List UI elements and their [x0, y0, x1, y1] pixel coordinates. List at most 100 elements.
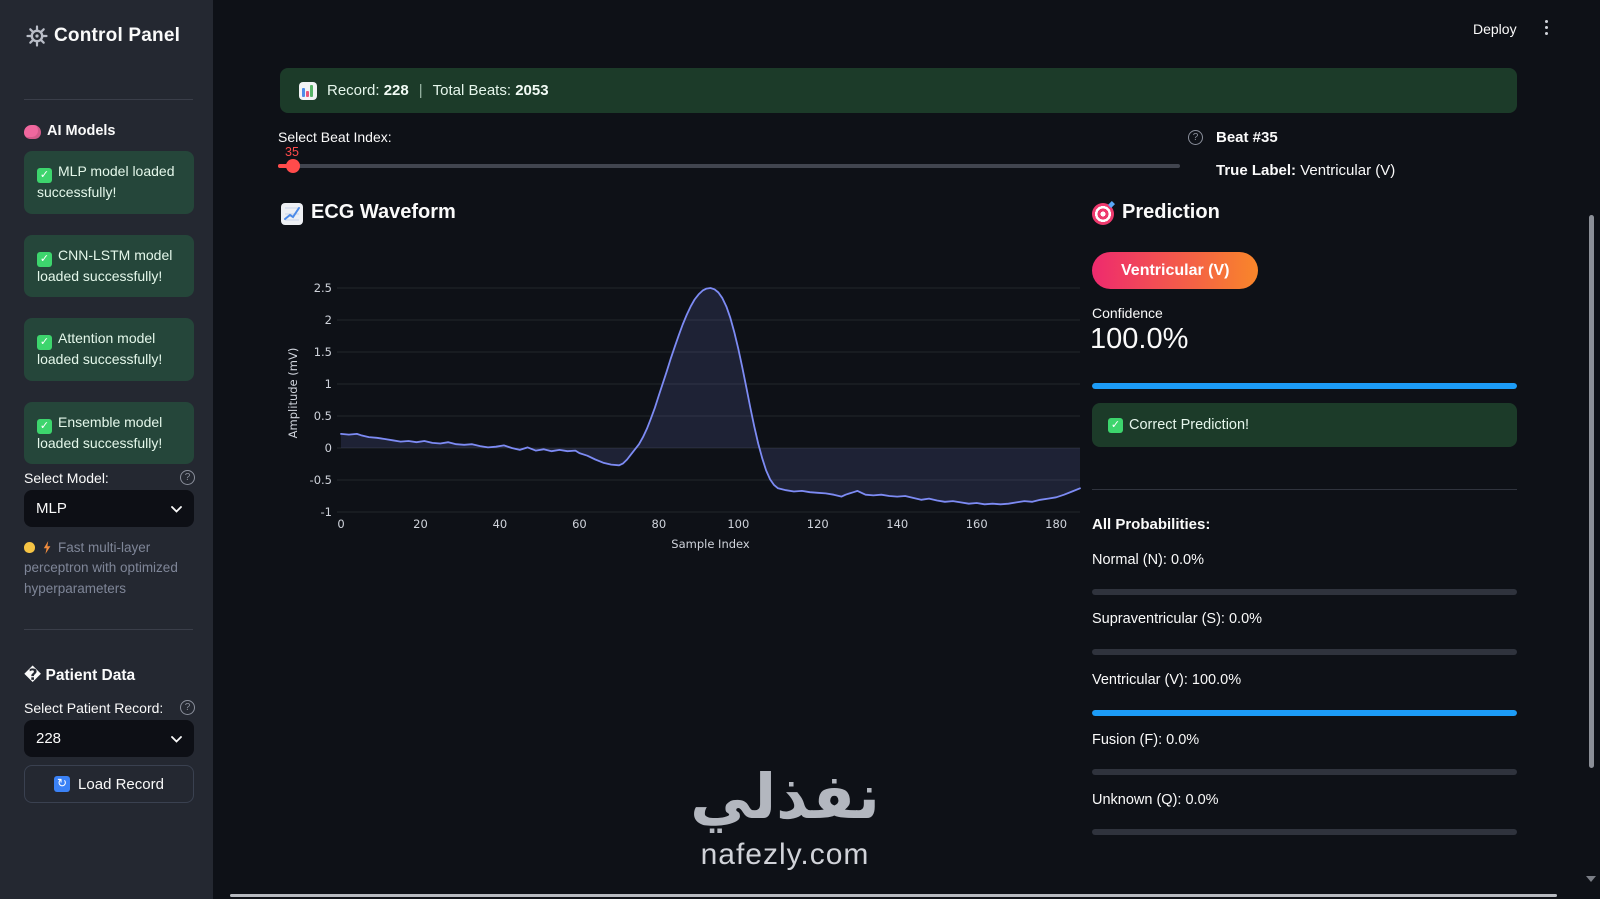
sidebar-divider — [24, 629, 193, 630]
model-caption-text: Fast multi-layer perceptron with optimiz… — [24, 540, 178, 596]
check-icon: ✓ — [37, 251, 52, 267]
brain-icon — [24, 125, 41, 139]
confidence-value: 100.0% — [1090, 323, 1189, 355]
deploy-button[interactable]: Deploy — [1473, 21, 1517, 37]
sidebar-title: Control Panel — [54, 25, 181, 46]
target-icon — [1092, 201, 1115, 225]
select-model-label: Select Model: — [24, 470, 109, 486]
svg-text:20: 20 — [413, 517, 428, 531]
svg-text:0: 0 — [325, 441, 332, 455]
ecg-section-title: ECG Waveform — [311, 201, 456, 223]
load-record-button[interactable]: ↻ Load Record — [24, 765, 194, 803]
true-label-value: Ventricular (V) — [1300, 162, 1396, 179]
model-status-text: Attention model loaded successfully! — [37, 330, 163, 368]
banner-separator: | — [418, 82, 423, 99]
sidebar-divider — [24, 99, 193, 100]
svg-text:40: 40 — [493, 517, 508, 531]
ecg-waveform-chart[interactable]: -1 -0.5 0 0.5 1 1.5 2 2.5 0 20 40 60 80 100 120 140 160 1… — [280, 258, 1085, 558]
svg-text:60: 60 — [572, 517, 587, 531]
svg-text:160: 160 — [966, 517, 988, 531]
horizontal-scrollbar[interactable] — [230, 894, 1557, 897]
svg-text:1: 1 — [325, 377, 332, 391]
svg-text:80: 80 — [652, 517, 667, 531]
chevron-down-icon — [171, 730, 182, 747]
bulb-icon — [24, 542, 35, 553]
kebab-menu-icon[interactable] — [1538, 20, 1554, 38]
beats-label: Total Beats: — [432, 82, 512, 99]
scroll-down-arrow[interactable] — [1586, 876, 1596, 882]
model-status-box: ✓ CNN-LSTM model loaded successfully! — [24, 234, 194, 298]
refresh-icon: ↻ — [54, 776, 71, 792]
check-icon: ✓ — [1108, 417, 1123, 433]
beat-index-slider[interactable] — [278, 164, 1180, 168]
beat-index-slider-thumb[interactable] — [286, 159, 300, 173]
svg-text:180: 180 — [1045, 517, 1067, 531]
bolt-icon — [43, 541, 51, 554]
check-icon: ✓ — [37, 168, 52, 183]
model-status-box: ✓ Attention model loaded successfully! — [24, 318, 194, 381]
svg-text:100: 100 — [727, 517, 749, 531]
model-caption: Fast multi-layer perceptron with optimiz… — [24, 538, 196, 599]
record-value: 228 — [383, 82, 409, 99]
svg-text:120: 120 — [807, 517, 829, 531]
model-status-list: ✓ MLP model loaded successfully! ✓ CNN-LSTM… — [24, 151, 194, 485]
prediction-divider — [1092, 489, 1517, 490]
chevron-down-icon — [171, 500, 182, 517]
svg-text:0.5: 0.5 — [314, 409, 332, 423]
record-select[interactable]: 228 — [24, 720, 194, 757]
svg-text:-1: -1 — [321, 505, 332, 519]
probability-bar — [1092, 769, 1517, 775]
probability-bar — [1092, 649, 1517, 655]
true-label-prefix: True Label: — [1216, 162, 1297, 179]
model-select-value: MLP — [36, 500, 67, 517]
help-icon[interactable]: ? — [1188, 130, 1203, 145]
model-status-box: ✓ Ensemble model loaded successfully! — [24, 401, 194, 465]
correct-prediction-text: Correct Prediction! — [1129, 417, 1250, 433]
beat-index-value: 35 — [285, 145, 299, 159]
probability-bar — [1092, 710, 1517, 716]
prediction-section-title: Prediction — [1122, 201, 1220, 223]
probability-bar — [1092, 589, 1517, 595]
help-icon[interactable]: ? — [180, 700, 195, 715]
select-record-label: Select Patient Record: — [24, 700, 164, 716]
load-record-label: Load Record — [78, 775, 164, 793]
check-icon: ✓ — [37, 335, 52, 351]
probability-label: Normal (N): 0.0% — [1092, 552, 1204, 568]
svg-text:2.5: 2.5 — [314, 281, 332, 295]
beat-index-label: Select Beat Index: — [278, 129, 392, 145]
svg-text:140: 140 — [886, 517, 908, 531]
all-probabilities-heading: All Probabilities: — [1092, 516, 1211, 533]
correct-prediction-box: ✓ Correct Prediction! — [1092, 403, 1517, 447]
bar-chart-icon — [299, 81, 317, 100]
gear-icon — [26, 25, 48, 47]
probability-label: Supraventricular (S): 0.0% — [1092, 611, 1263, 627]
probability-bar — [1092, 829, 1517, 835]
model-status-text: CNN-LSTM model loaded successfully! — [37, 246, 173, 284]
vertical-scrollbar[interactable] — [1589, 215, 1594, 768]
svg-text:0: 0 — [337, 517, 344, 531]
help-icon[interactable]: ? — [180, 470, 195, 485]
probability-label: Unknown (Q): 0.0% — [1092, 792, 1219, 808]
sidebar: Control Panel AI Models ✓ MLP model loade… — [0, 0, 213, 899]
model-select[interactable]: MLP — [24, 490, 194, 527]
prediction-badge: Ventricular (V) — [1092, 252, 1259, 289]
record-label: Record: — [327, 82, 380, 99]
confidence-label: Confidence — [1092, 305, 1163, 321]
watermark-domain: nafezly.com — [700, 838, 870, 871]
svg-text:Amplitude (mV): Amplitude (mV) — [286, 348, 300, 439]
svg-text:-0.5: -0.5 — [310, 473, 332, 487]
beat-title: Beat #35 — [1216, 129, 1278, 146]
true-label: True Label: Ventricular (V) — [1216, 162, 1395, 179]
record-select-value: 228 — [36, 730, 62, 747]
model-status-box: ✓ MLP model loaded successfully! — [24, 151, 194, 214]
watermark-arabic: نفذلي — [690, 763, 880, 832]
svg-text:Sample Index: Sample Index — [671, 537, 750, 551]
check-icon: ✓ — [37, 418, 52, 434]
patient-data-heading: � Patient Data — [24, 667, 136, 684]
line-chart-icon — [281, 203, 303, 225]
beats-value: 2053 — [515, 82, 549, 99]
svg-text:2: 2 — [325, 313, 332, 327]
probability-label: Fusion (F): 0.0% — [1092, 732, 1200, 748]
confidence-progress-bar — [1092, 383, 1517, 389]
